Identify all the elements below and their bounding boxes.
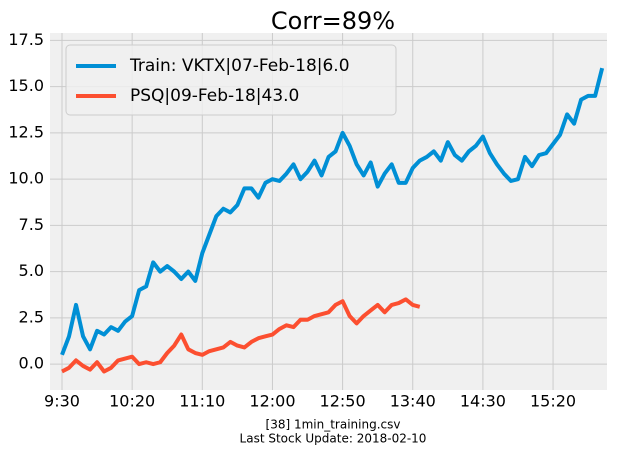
footer-text: Last Stock Update: 2018-02-10: [240, 432, 427, 446]
y-tick-label: 2.5: [19, 307, 44, 326]
x-tick-label: 15:20: [530, 392, 576, 411]
x-tick-label: 11:10: [179, 392, 225, 411]
x-tick-label: 12:50: [320, 392, 366, 411]
y-tick-label: 12.5: [8, 122, 44, 141]
series-line: [61, 297, 421, 374]
x-tick-label: 14:30: [460, 392, 506, 411]
chart-title: Corr=89%: [271, 7, 395, 35]
y-tick-label: 5.0: [19, 261, 44, 280]
legend-label: Train: VKTX|07-Feb-18|6.0: [129, 56, 350, 76]
y-tick-label: 15.0: [8, 76, 44, 95]
x-tick-label: 9:30: [44, 392, 80, 411]
footer-text: [38] 1min_training.csv: [266, 418, 401, 432]
x-tick-label: 10:20: [109, 392, 155, 411]
series-line: [60, 67, 605, 356]
legend-box: [65, 44, 397, 116]
y-tick-label: 17.5: [8, 30, 44, 49]
y-tick-label: 10.0: [8, 169, 44, 188]
x-tick-label: 13:40: [390, 392, 436, 411]
legend-label: PSQ|09-Feb-18|43.0: [130, 86, 299, 106]
y-tick-label: 0.0: [19, 354, 44, 373]
y-tick-label: 7.5: [19, 215, 44, 234]
x-tick-label: 12:00: [249, 392, 295, 411]
